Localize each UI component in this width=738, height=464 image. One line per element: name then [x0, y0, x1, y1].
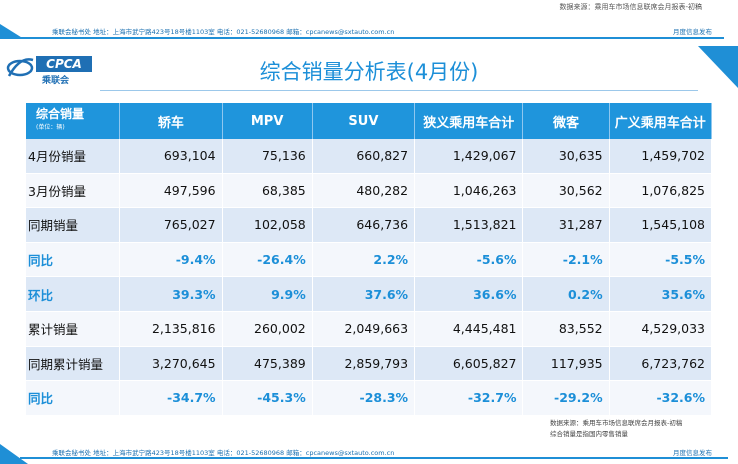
- row-label: 同期销量: [26, 208, 121, 243]
- table-cell: -5.6%: [415, 242, 524, 278]
- table-cell: 475,389: [222, 346, 313, 382]
- footer-release-label: 月度信息发布: [673, 449, 712, 457]
- table-cell: -28.3%: [312, 381, 416, 416]
- header-divider: [20, 37, 724, 39]
- table-cell: 497,596: [120, 173, 223, 209]
- table-cell: -32.7%: [415, 381, 524, 416]
- table-row: 3月份销量 497,596 68,385 480,282 1,046,263 30,562…: [26, 173, 712, 209]
- footnote-source: 数据来源：乘用车市场信息联席会月报表-初稿: [550, 419, 683, 427]
- column-header: 广义乘用车合计: [609, 103, 712, 139]
- table-cell: 31,287: [523, 208, 610, 243]
- cpca-logo: CPCA 乘联会: [6, 50, 94, 88]
- table-cell: -2.1%: [523, 242, 610, 278]
- table-cell: 30,635: [523, 139, 610, 174]
- footer-divider: [20, 457, 728, 459]
- table-cell: 4,445,481: [415, 311, 524, 347]
- footnote: 数据来源：乘用车市场信息联席会月报表-初稿 综合销量是指国内零售销量: [550, 418, 682, 440]
- table-cell: 117,935: [523, 346, 610, 382]
- table-cell: 102,058: [222, 208, 313, 243]
- table-cell: 4,529,033: [609, 311, 712, 347]
- table-row: 环比 39.3% 9.9% 37.6% 36.6% 0.2% 35.6%: [26, 277, 712, 312]
- table-cell: 660,827: [312, 139, 416, 174]
- row-label: 环比: [26, 277, 121, 312]
- column-header: 狭义乘用车合计: [415, 103, 524, 139]
- table-cell: 1,076,825: [609, 173, 712, 209]
- corner-header: 综合销量 (单位：辆): [26, 103, 121, 139]
- row-label: 累计销量: [26, 311, 121, 347]
- table-cell: 1,046,263: [415, 173, 524, 209]
- table-cell: 75,136: [222, 139, 313, 174]
- header-corner-triangle: [0, 24, 24, 39]
- table-cell: 2.2%: [312, 242, 416, 278]
- row-label: 同比: [26, 381, 121, 416]
- table-header-row: 综合销量 (单位：辆) 轿车 MPV SUV 狭义乘用车合计 微客 广义乘用车合…: [26, 103, 712, 139]
- row-label: 同比: [26, 242, 121, 278]
- table-cell: 68,385: [222, 173, 313, 209]
- table-cell: 765,027: [120, 208, 223, 243]
- footer-contact-text: 乘联会秘书处 地址：上海市武宁路423号18号楼1103室 电话：021-526…: [52, 449, 395, 457]
- table-cell: 1,545,108: [609, 208, 712, 243]
- row-label: 同期累计销量: [26, 346, 121, 382]
- table-cell: 37.6%: [312, 277, 416, 312]
- table-cell: -9.4%: [120, 242, 223, 278]
- table-cell: 36.6%: [415, 277, 524, 312]
- table-cell: -34.7%: [120, 381, 223, 416]
- table-cell: 1,429,067: [415, 139, 524, 174]
- table-cell: 693,104: [120, 139, 223, 174]
- table-cell: 0.2%: [523, 277, 610, 312]
- table-cell: 2,135,816: [120, 311, 223, 347]
- table-cell: -5.5%: [609, 242, 712, 278]
- table-cell: 260,002: [222, 311, 313, 347]
- table-cell: 2,049,663: [312, 311, 416, 347]
- table-cell: -29.2%: [523, 381, 610, 416]
- table-cell: -45.3%: [222, 381, 313, 416]
- table-cell: 6,723,762: [609, 346, 712, 382]
- header-info-bar: 乘联会秘书处 地址：上海市武宁路423号18号楼1103室 电话：021-526…: [0, 24, 738, 39]
- table-row: 同期累计销量 3,270,645 475,389 2,859,793 6,605,827…: [26, 346, 712, 382]
- table-cell: 35.6%: [609, 277, 712, 312]
- table-cell: 39.3%: [120, 277, 223, 312]
- table-row: 4月份销量 693,104 75,136 660,827 1,429,067 30,635…: [26, 139, 712, 174]
- title-divider: [100, 90, 698, 91]
- table-cell: 2,859,793: [312, 346, 416, 382]
- table-cell: 480,282: [312, 173, 416, 209]
- table-cell: 83,552: [523, 311, 610, 347]
- footnote-definition: 综合销量是指国内零售销量: [550, 430, 628, 438]
- logo-cn-text: 乘联会: [42, 76, 70, 86]
- table-cell: -26.4%: [222, 242, 313, 278]
- swoosh-icon: [6, 58, 34, 77]
- table-row: 累计销量 2,135,816 260,002 2,049,663 4,445,481 83…: [26, 311, 712, 347]
- sales-table: 综合销量 (单位：辆) 轿车 MPV SUV 狭义乘用车合计 微客 广义乘用车合…: [26, 103, 712, 416]
- table-cell: 1,513,821: [415, 208, 524, 243]
- source-note-top: 数据来源：乘用车市场信息联席会月报表-初稿: [559, 3, 702, 11]
- table-row: 同比 -34.7% -45.3% -28.3% -32.7% -29.2% -32.6%: [26, 381, 712, 416]
- header-contact-text: 乘联会秘书处 地址：上海市武宁路423号18号楼1103室 电话：021-526…: [52, 28, 395, 36]
- table-cell: -32.6%: [609, 381, 712, 416]
- corner-unit: (单位：辆): [36, 124, 65, 131]
- corner-label: 综合销量: [36, 107, 85, 121]
- footer-corner-triangle: [0, 444, 28, 464]
- page-title: 综合销量分析表(4月份): [259, 60, 479, 84]
- title-corner-triangle-right: [698, 46, 738, 88]
- row-label: 3月份销量: [26, 173, 121, 209]
- logo-en-text: CPCA: [36, 56, 92, 72]
- table-cell: 3,270,645: [120, 346, 223, 382]
- footer-info-bar: 乘联会秘书处 地址：上海市武宁路423号18号楼1103室 电话：021-526…: [0, 444, 738, 464]
- table-cell: 30,562: [523, 173, 610, 209]
- column-header: MPV: [222, 103, 313, 139]
- column-header: SUV: [312, 103, 416, 139]
- header-release-label: 月度信息发布: [673, 28, 712, 36]
- table-row: 同比 -9.4% -26.4% 2.2% -5.6% -2.1% -5.5%: [26, 242, 712, 278]
- column-header: 微客: [523, 103, 610, 139]
- column-header: 轿车: [120, 103, 223, 139]
- table-cell: 9.9%: [222, 277, 313, 312]
- table-cell: 1,459,702: [609, 139, 712, 174]
- table-cell: 646,736: [312, 208, 416, 243]
- table-cell: 6,605,827: [415, 346, 524, 382]
- table-row: 同期销量 765,027 102,058 646,736 1,513,821 31,287…: [26, 208, 712, 243]
- row-label: 4月份销量: [26, 139, 121, 174]
